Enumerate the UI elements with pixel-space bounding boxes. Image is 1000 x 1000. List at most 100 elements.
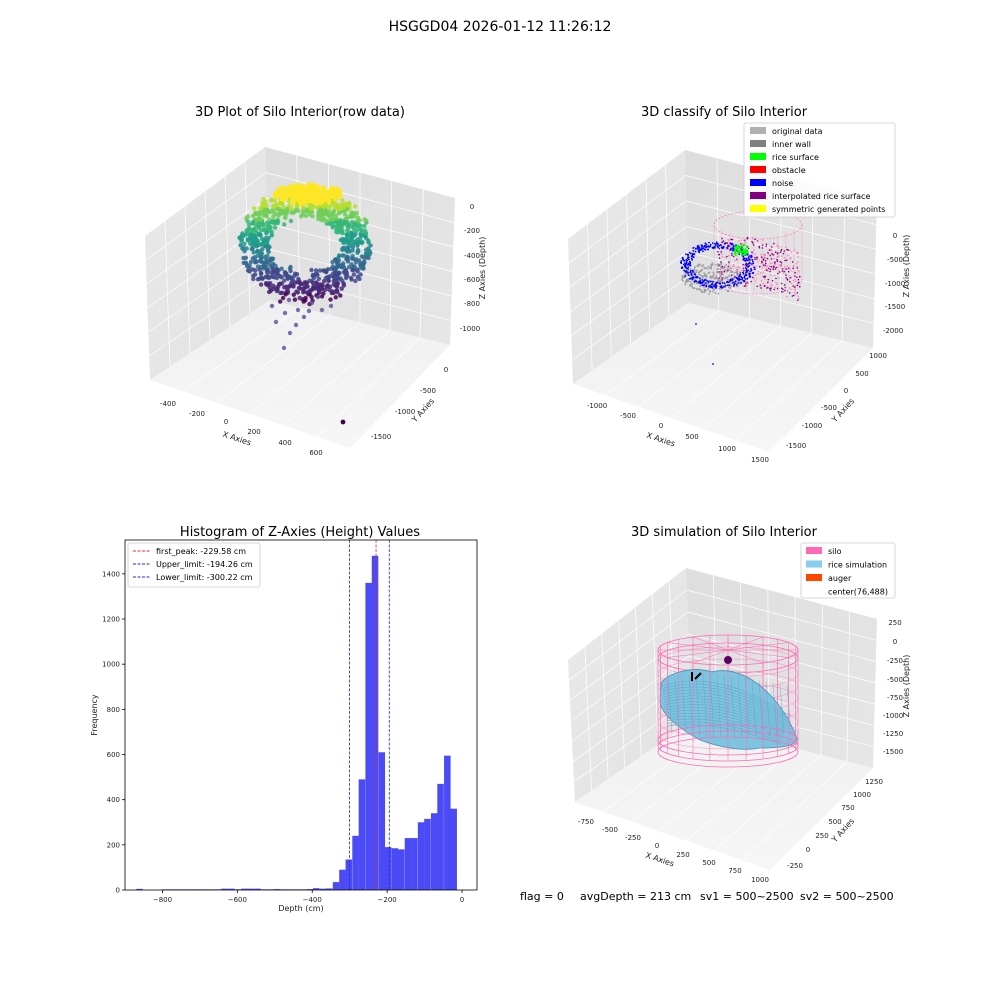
classified-point [735,269,738,272]
classified-point [710,276,712,278]
scatter-point [271,283,276,289]
classified-point [783,250,786,252]
classified-point [728,284,731,286]
scatter-point [250,246,255,251]
classified-point [716,281,719,284]
classified-point [708,271,711,274]
legend-label: symmetric generated points [772,205,885,214]
footer-sv2: sv2 = 500~2500 [800,890,894,903]
scatter-point [297,184,302,190]
classified-point [723,266,726,268]
hist-y-label: Frequency [90,694,99,736]
classified-point [724,286,727,288]
scatter-point [333,270,338,275]
classified-point [797,295,799,298]
classified-point [766,257,769,260]
grid-line [148,274,270,357]
classified-point [777,270,780,272]
classify-floor [573,303,873,452]
scatter-point [298,214,304,219]
classified-point [774,263,777,265]
classified-point [745,262,748,265]
classified-point [723,270,726,273]
scatter-point [313,268,319,273]
classified-point [694,271,696,274]
scatter-point [359,233,365,238]
hist-bar [417,822,425,890]
classified-point [689,280,692,283]
classified-point [751,241,753,243]
classified-point [792,285,794,287]
classified-point [743,239,746,242]
classified-point [721,267,724,270]
classified-point [697,263,700,266]
classify-x-tick: -1000 [587,402,607,410]
classified-point [734,247,737,250]
classified-point [798,297,800,300]
classified-point [730,248,733,251]
scatter-point [274,267,279,272]
scatter-point [253,234,258,239]
classified-point [745,258,748,260]
raw-z-tick: -200 [464,227,480,235]
panel-histogram: Histogram of Z-Axies (Height) Values 0 20… [90,525,478,913]
classify-y-tick: 500 [855,370,868,378]
scatter-point [358,223,363,228]
classified-point [695,271,698,274]
legend-label: rice simulation [828,561,887,570]
scatter-point [251,250,256,255]
classified-point [701,268,704,271]
classified-point [751,251,753,253]
grid-line [714,754,822,851]
classify-scatter-points [680,236,801,365]
classified-point [773,274,776,277]
scatter-point [318,212,323,218]
classified-point [728,261,730,263]
legend-swatch [750,179,766,186]
classified-point [736,274,739,277]
classified-point [772,268,774,271]
scatter-point [326,278,331,284]
classified-point [728,243,731,246]
classified-point [696,288,699,291]
classify-z-tick: -500 [887,256,903,264]
classified-point [756,261,759,263]
classified-point [696,269,698,272]
scatter-point [255,248,260,254]
classify-x-tick: -500 [620,412,636,420]
classified-point [746,269,748,272]
classified-point [714,242,716,245]
classified-point [720,261,722,263]
classified-point [752,262,755,265]
classified-point [712,286,715,289]
classified-point [692,276,694,279]
scatter-point [326,198,331,204]
classified-point [758,266,761,268]
classified-point [752,268,755,271]
classified-point [784,289,786,292]
raw-z-tick: 0 [470,203,474,211]
classified-point [770,287,772,289]
classified-point [742,255,745,258]
scatter-point [266,235,271,241]
scatter-point [289,183,294,188]
mesh-line [709,671,715,738]
classified-point [702,264,705,266]
scatter-point [298,281,303,286]
classified-point [732,245,735,247]
scatter-point [257,216,263,222]
classified-point [731,273,734,276]
classified-point [765,243,768,245]
sim-x-tick: 1000 [751,876,769,884]
sim-z-label: Z Axies (Depth) [902,655,911,718]
scatter-point [292,186,298,191]
panel-simulation-title: 3D simulation of Silo Interior [631,525,818,540]
classified-point [765,245,767,248]
classified-point [701,245,703,248]
classified-point [722,276,725,279]
scatter-point [336,210,342,216]
classify-y-ticks: -1500 -1000 -500 0 500 1000 [786,352,887,450]
classified-point [769,268,772,271]
scatter-point [259,242,264,247]
grid-line [283,329,391,426]
